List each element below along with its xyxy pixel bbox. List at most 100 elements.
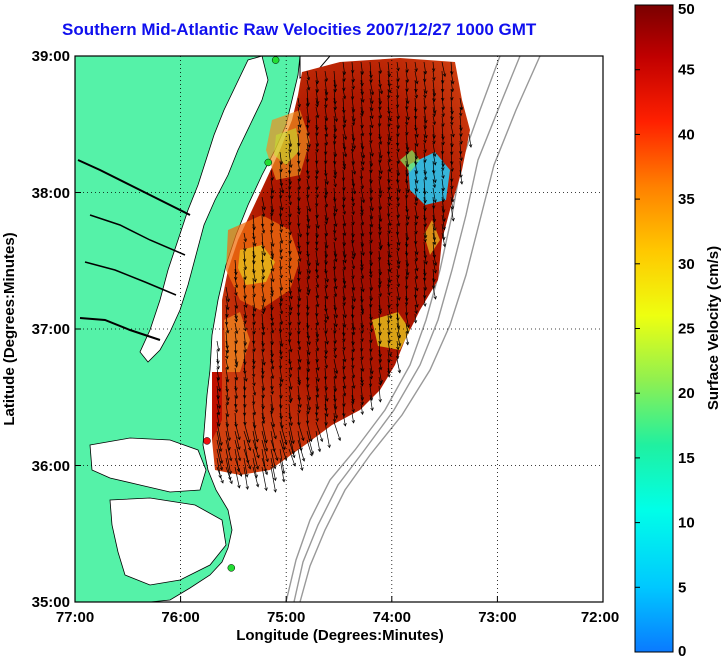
velocity-arrowhead <box>306 175 310 180</box>
velocity-arrow <box>396 322 401 338</box>
velocity-arrow <box>306 349 310 365</box>
velocity-arrow <box>333 385 336 402</box>
velocity-arrow <box>405 97 408 110</box>
velocity-arrow <box>315 79 318 93</box>
velocity-arrow <box>351 133 355 149</box>
velocity-arrow <box>342 97 345 113</box>
velocity-arrowhead <box>243 238 247 243</box>
velocity-arrow <box>432 250 437 266</box>
velocity-arrowhead <box>234 292 238 296</box>
velocity-arrow <box>297 106 301 120</box>
velocity-arrow <box>225 349 228 359</box>
velocity-arrow <box>288 394 291 403</box>
velocity-arrowhead <box>387 202 391 207</box>
velocity-arrowhead <box>341 204 346 209</box>
velocity-arrow <box>378 385 381 402</box>
velocity-arrowhead <box>369 74 373 79</box>
velocity-arrow <box>351 196 355 206</box>
velocity-arrow <box>342 358 345 369</box>
velocity-arrow <box>297 133 300 146</box>
velocity-arrowhead <box>251 373 256 378</box>
velocity-arrow <box>423 295 426 307</box>
velocity-arrowhead <box>288 374 292 378</box>
velocity-arrow <box>306 331 310 345</box>
velocity-arrow <box>414 178 418 192</box>
velocity-arrowhead <box>359 347 364 352</box>
velocity-arrow <box>270 268 274 282</box>
velocity-arrow <box>396 115 399 129</box>
velocity-arrowhead <box>298 271 302 275</box>
velocity-arrow <box>405 151 409 167</box>
velocity-arrowhead <box>306 86 311 91</box>
velocity-arrow <box>450 70 454 84</box>
velocity-arrow <box>288 421 294 444</box>
velocity-arrowhead <box>424 261 428 265</box>
velocity-arrowhead <box>423 217 427 222</box>
velocity-arrow <box>243 241 246 252</box>
velocity-arrowhead <box>332 266 337 270</box>
velocity-arrow <box>360 277 364 292</box>
velocity-arrow <box>405 259 409 276</box>
velocity-arrowhead <box>351 365 355 369</box>
velocity-arrowhead <box>247 465 252 470</box>
velocity-arrowhead <box>368 383 373 388</box>
velocity-arrow <box>405 205 409 220</box>
velocity-arrow <box>396 142 399 152</box>
velocity-arrowhead <box>450 198 455 203</box>
velocity-arrowhead <box>270 375 275 380</box>
velocity-arrow <box>387 169 390 183</box>
velocity-arrowhead <box>388 137 392 142</box>
velocity-arrow <box>369 142 373 157</box>
velocity-arrow <box>297 430 302 451</box>
velocity-arrowhead <box>305 159 310 163</box>
velocity-arrow <box>333 286 337 297</box>
velocity-arrowhead <box>226 298 230 303</box>
velocity-arrow <box>279 178 284 193</box>
velocity-arrowhead <box>396 67 400 72</box>
velocity-arrowhead <box>307 208 312 213</box>
velocity-arrow <box>297 178 301 190</box>
velocity-arrow <box>360 349 363 360</box>
velocity-arrowhead <box>225 413 230 418</box>
velocity-arrow <box>261 322 265 335</box>
station-marker <box>264 158 272 167</box>
velocity-arrow <box>270 295 273 310</box>
velocity-arrowhead <box>291 440 295 445</box>
velocity-arrow <box>261 376 265 391</box>
velocity-arrow <box>342 403 345 417</box>
velocity-arrow <box>234 277 238 288</box>
velocity-arrow <box>261 367 264 379</box>
velocity-arrowhead <box>297 211 301 215</box>
velocity-arrow <box>225 394 229 405</box>
velocity-arrow <box>324 88 328 101</box>
velocity-arrow <box>252 448 259 470</box>
velocity-arrowhead <box>333 293 338 298</box>
velocity-arrow <box>450 97 453 114</box>
velocity-arrowhead <box>227 437 231 442</box>
velocity-arrowhead <box>316 262 320 267</box>
velocity-arrowhead <box>406 100 410 105</box>
velocity-arrow <box>306 376 309 388</box>
velocity-arrow <box>432 115 436 125</box>
velocity-arrow <box>261 268 264 279</box>
velocity-arrow <box>360 250 363 268</box>
velocity-arrowhead <box>388 117 392 122</box>
velocity-arrow <box>396 277 400 287</box>
velocity-arrow <box>378 250 381 260</box>
velocity-arrowhead <box>342 78 346 82</box>
colorbar-tick-label: 0 <box>678 643 686 659</box>
velocity-arrowhead <box>352 385 356 389</box>
velocity-arrow <box>405 331 409 345</box>
velocity-arrow <box>414 304 417 314</box>
velocity-arrowhead <box>342 392 347 397</box>
velocity-arrow <box>324 115 327 131</box>
velocity-arrowhead <box>261 229 266 234</box>
velocity-arrow <box>342 232 345 246</box>
velocity-arrowhead <box>306 410 310 415</box>
velocity-arrow <box>216 466 224 484</box>
velocity-arrowhead <box>306 186 311 191</box>
velocity-arrow <box>432 160 435 174</box>
velocity-arrow <box>360 205 363 216</box>
velocity-arrow <box>387 79 391 93</box>
velocity-arrow <box>333 349 337 358</box>
